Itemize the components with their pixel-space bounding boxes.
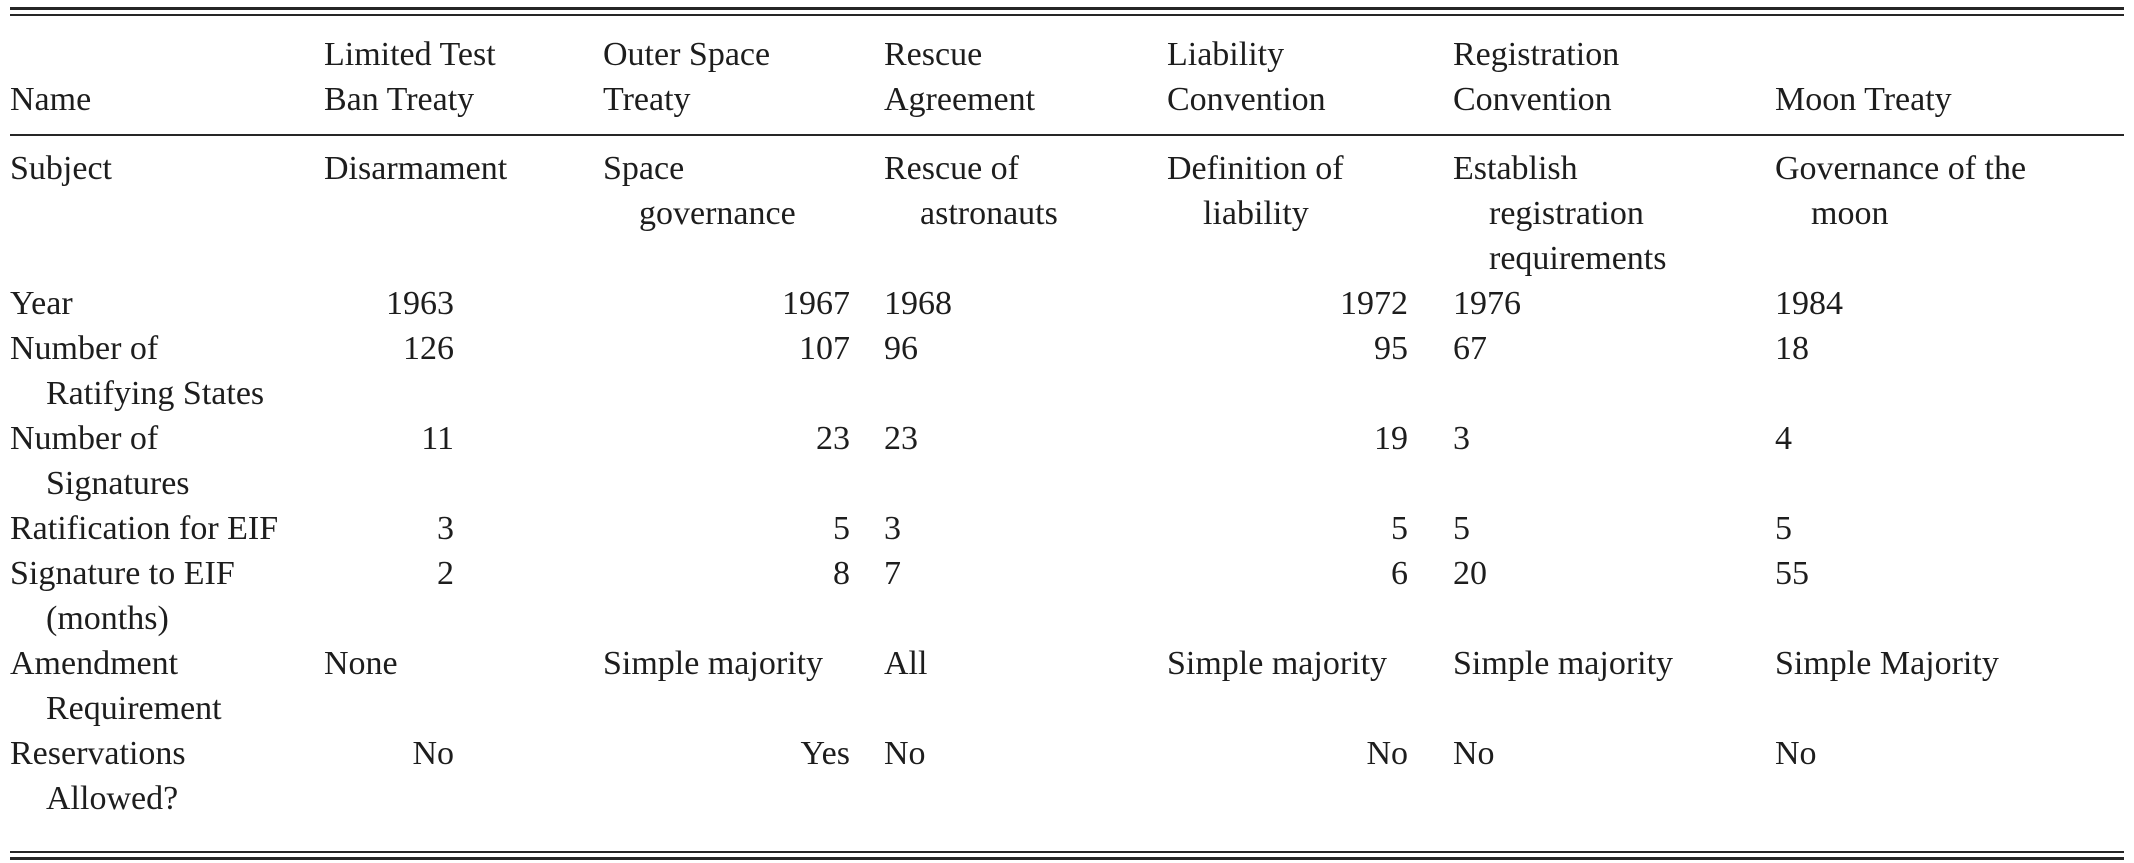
table-cell: 4 xyxy=(1775,420,1792,457)
column-header-liability-convention: Liability Convention xyxy=(1167,36,1326,118)
table-cell: 1976 xyxy=(1453,285,1521,322)
table-cell: Yes xyxy=(800,735,850,772)
space-treaties-table: Name Limited Test Ban Treaty Outer Space… xyxy=(10,16,2124,821)
column-header-registration-convention: Registration Convention xyxy=(1453,36,1620,118)
table-cell: 5 xyxy=(1391,510,1408,547)
row-label: Number of Ratifying States xyxy=(10,330,265,412)
table-row-subject: Subject Disarmament Space governance Res… xyxy=(10,146,2124,281)
table-cell: 1972 xyxy=(1340,285,1408,322)
row-label: Number of Signatures xyxy=(10,420,190,502)
table-cell: Establish registration requirements xyxy=(1453,150,1667,277)
table-row-signatures: Number of Signatures 11 23 23 19 3 4 xyxy=(10,416,2124,506)
table-cell: 6 xyxy=(1391,555,1408,592)
table-cell: Simple majority xyxy=(603,645,824,682)
table-cell: 23 xyxy=(816,420,850,457)
row-label: Reservations Allowed? xyxy=(10,735,186,817)
table-row-amendment-requirement: Amendment Requirement None Simple majori… xyxy=(10,641,2124,731)
table-cell: None xyxy=(324,645,398,682)
column-header-moon-treaty: Moon Treaty xyxy=(1775,81,1952,118)
table-cell: 18 xyxy=(1775,330,1809,367)
table-cell: 20 xyxy=(1453,555,1487,592)
table-cell: Governance of the moon xyxy=(1775,150,2027,232)
table-cell: 5 xyxy=(1453,510,1470,547)
table-cell: 7 xyxy=(884,555,901,592)
table-cell: 8 xyxy=(833,555,850,592)
table-cell: Simple Majority xyxy=(1775,645,1999,682)
table-cell: 1963 xyxy=(386,285,454,322)
table-row-year: Year 1963 1967 1968 1972 1976 1984 xyxy=(10,281,2124,326)
table-cell: 1984 xyxy=(1775,285,1843,322)
table-cell: 3 xyxy=(437,510,454,547)
table-body: Subject Disarmament Space governance Res… xyxy=(10,136,2124,821)
row-label: Amendment Requirement xyxy=(10,645,222,727)
table-cell: No xyxy=(1775,735,1817,772)
table-cell: All xyxy=(884,645,928,682)
table-cell: Rescue of astronauts xyxy=(884,150,1058,232)
table-row-ratification-for-eif: Ratification for EIF 3 5 3 5 5 5 xyxy=(10,506,2124,551)
table-cell: 1968 xyxy=(884,285,952,322)
column-header-limited-test-ban-treaty: Limited Test Ban Treaty xyxy=(324,36,496,118)
column-header-outer-space-treaty: Outer Space Treaty xyxy=(603,36,771,118)
table-cell: No xyxy=(1366,735,1408,772)
table-header-rule xyxy=(10,134,2124,136)
table-row-reservations-allowed: Reservations Allowed? No Yes No No No No xyxy=(10,731,2124,821)
table-cell: 107 xyxy=(799,330,850,367)
table-cell: 67 xyxy=(1453,330,1487,367)
table-header-row: Name Limited Test Ban Treaty Outer Space… xyxy=(10,16,2124,134)
table-cell: 96 xyxy=(884,330,918,367)
table-cell: 1967 xyxy=(782,285,850,322)
table-bottom-rule xyxy=(10,851,2124,860)
table-cell: No xyxy=(884,735,926,772)
table-cell: 55 xyxy=(1775,555,1809,592)
table-cell: 11 xyxy=(421,420,454,457)
table-cell: No xyxy=(1453,735,1495,772)
table-cell: 3 xyxy=(1453,420,1470,457)
table-cell: 5 xyxy=(1775,510,1792,547)
table-cell: Disarmament xyxy=(324,150,508,187)
table-cell: 3 xyxy=(884,510,901,547)
table-cell: 2 xyxy=(437,555,454,592)
table-cell: No xyxy=(412,735,454,772)
table-cell: 19 xyxy=(1374,420,1408,457)
row-label: Subject xyxy=(10,150,112,187)
column-header-rescue-agreement: Rescue Agreement xyxy=(884,36,1036,118)
table-cell: 23 xyxy=(884,420,918,457)
table-row-ratifying-states: Number of Ratifying States 126 107 96 95… xyxy=(10,326,2124,416)
table-row-signature-to-eif: Signature to EIF (months) 2 8 7 6 20 55 xyxy=(10,551,2124,641)
table-cell: Simple majority xyxy=(1453,645,1674,682)
table-cell: 95 xyxy=(1374,330,1408,367)
table-cell: Simple majority xyxy=(1167,645,1388,682)
table-cell: Definition of liability xyxy=(1167,150,1344,232)
table-cell: 5 xyxy=(833,510,850,547)
row-label: Year xyxy=(10,285,73,322)
table-top-rule xyxy=(10,7,2124,16)
row-label: Signature to EIF (months) xyxy=(10,555,235,637)
row-label: Ratification for EIF xyxy=(10,510,279,547)
column-header-name: Name xyxy=(10,81,92,118)
table-cell: Space governance xyxy=(603,150,796,232)
table-cell: 126 xyxy=(403,330,454,367)
